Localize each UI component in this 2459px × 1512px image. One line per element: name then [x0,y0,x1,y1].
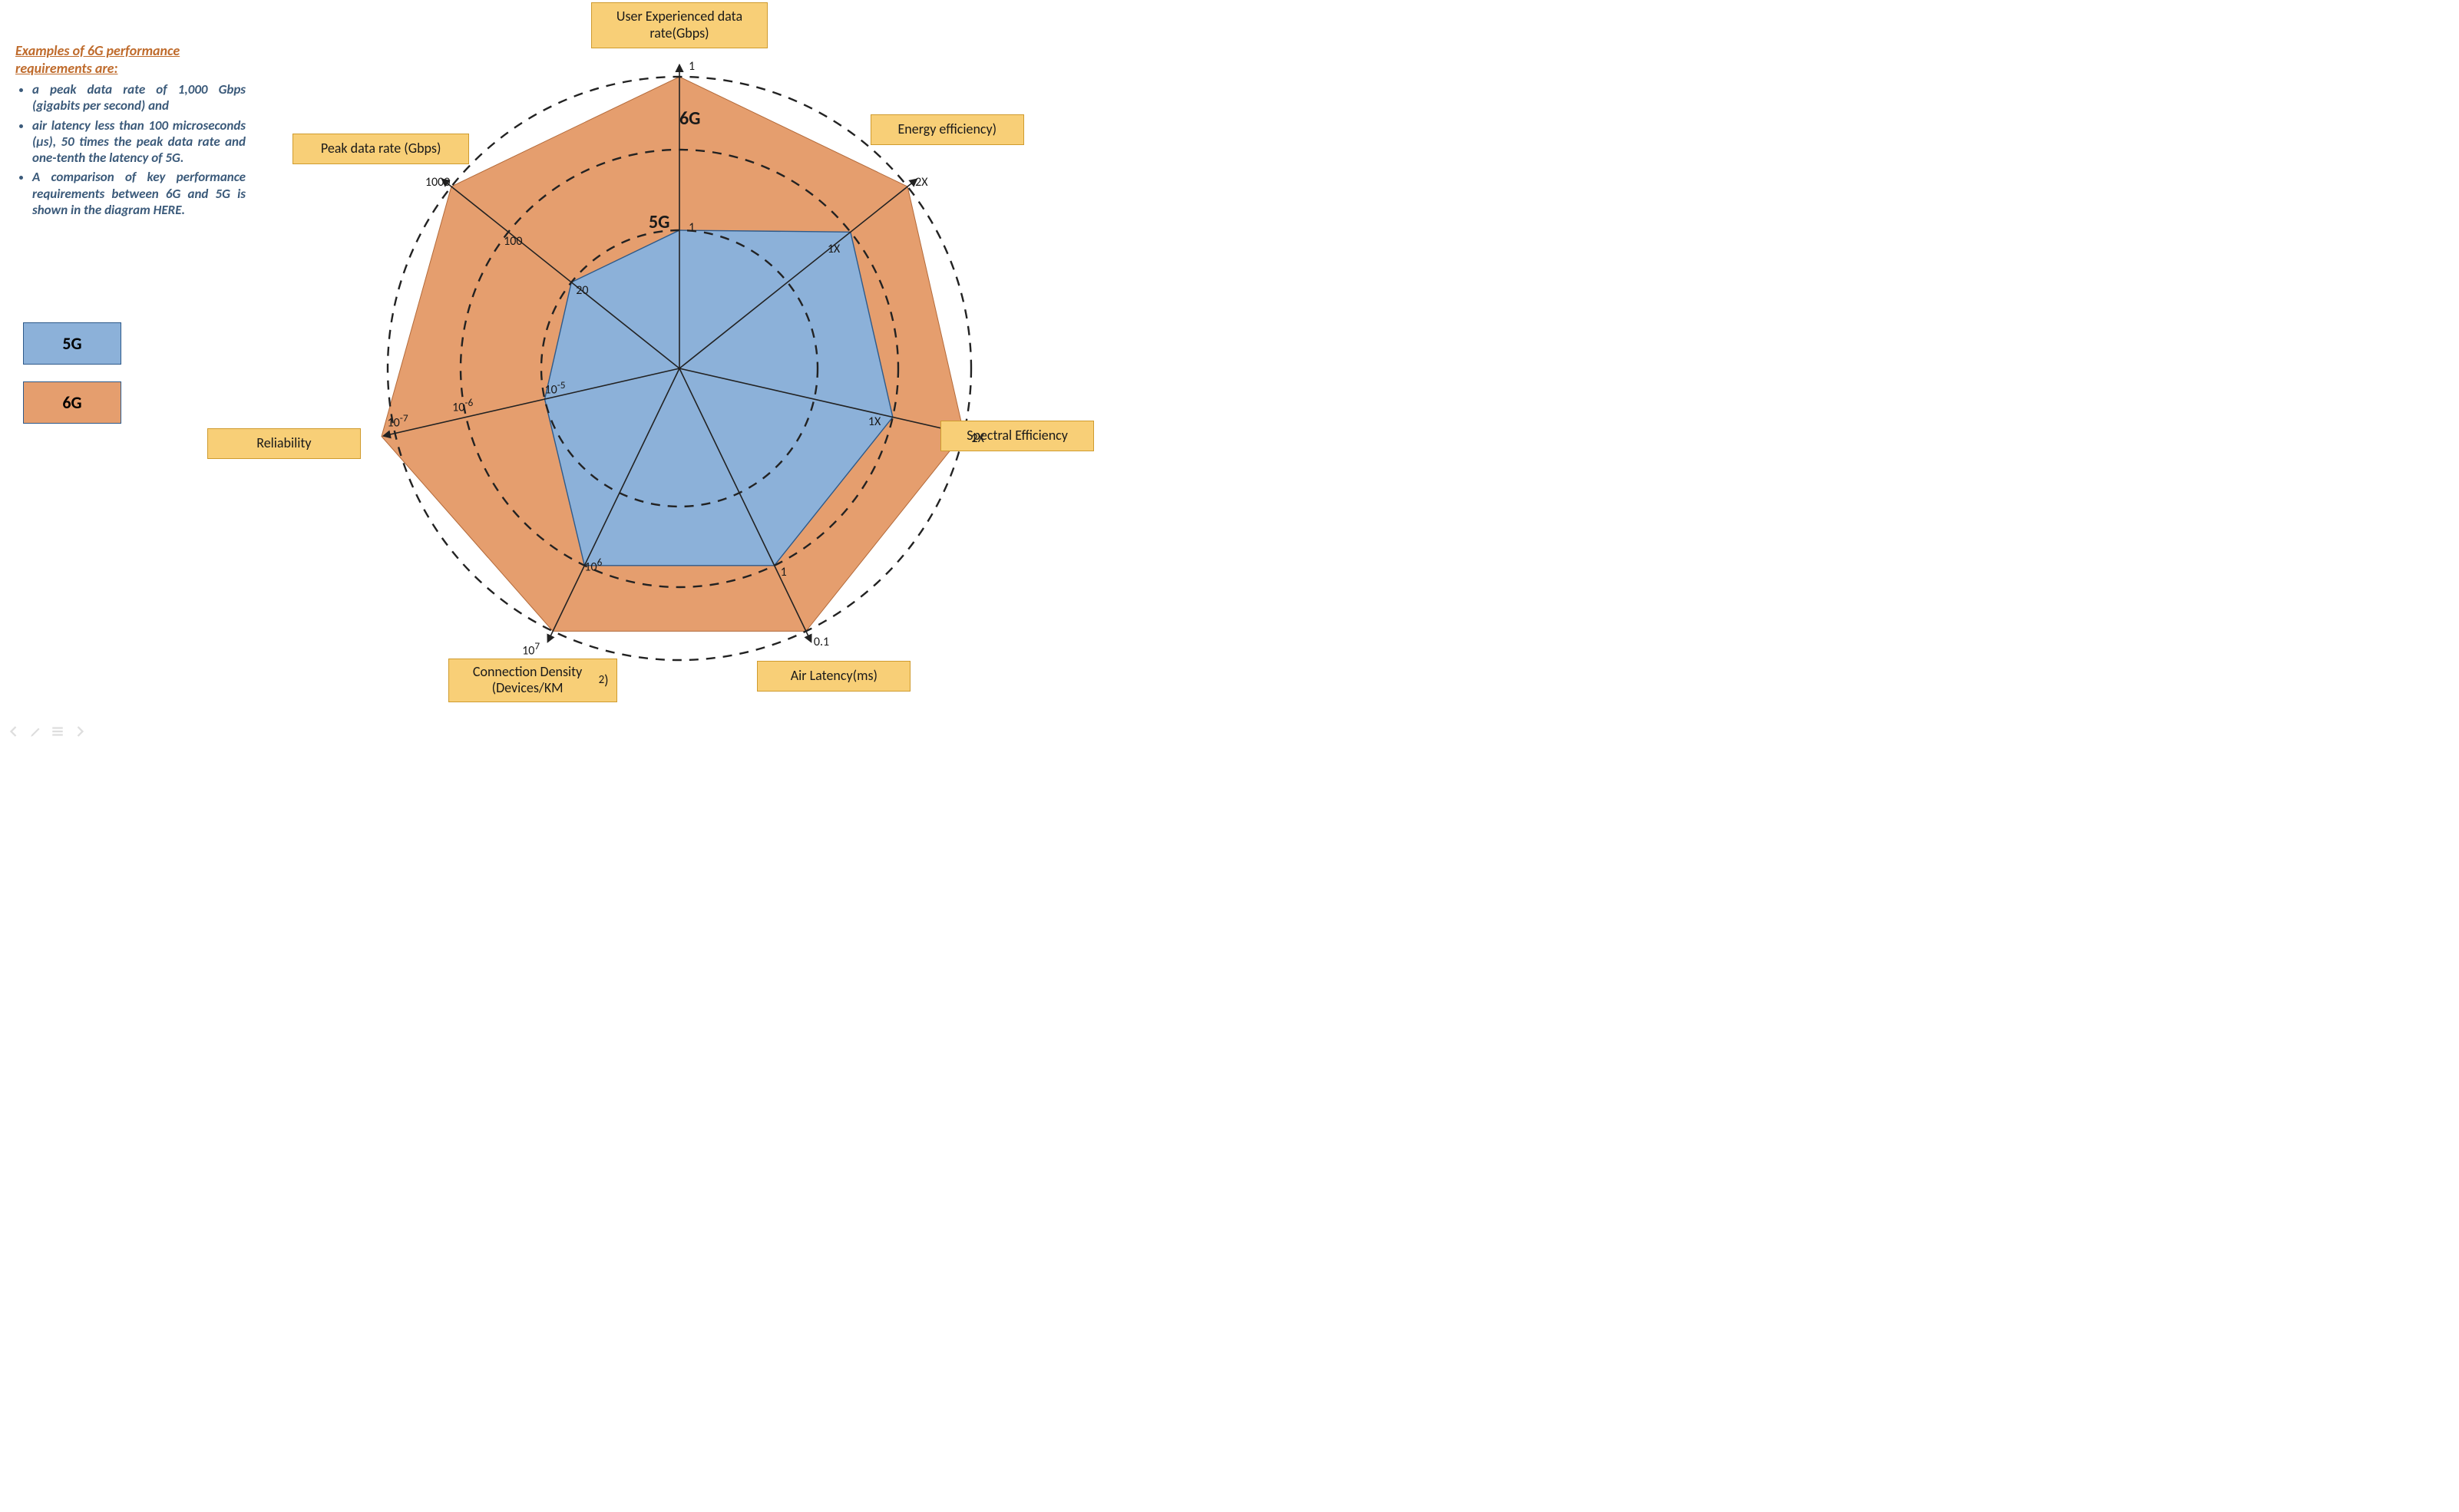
legend-swatch-6g: 6G [23,381,121,424]
description-list: a peak data rate of 1,000 Gbps (gigabits… [15,81,246,218]
bullet-item: a peak data rate of 1,000 Gbps (gigabits… [32,81,246,114]
slideshow-toolbar [8,725,86,738]
radar-chart: User Experienced data rate(Gbps)11Energy… [273,0,1117,741]
edit-icon[interactable] [29,725,43,738]
menu-icon[interactable] [51,725,64,738]
legend: 5G 6G [23,322,121,441]
legend-swatch-5g: 5G [23,322,121,365]
bullet-item: A comparison of key performance requirem… [32,169,246,218]
radar-svg [273,0,1117,737]
forward-icon[interactable] [72,725,86,738]
description-panel: Examples of 6G performance requirements … [15,42,246,221]
description-heading: Examples of 6G performance requirements … [15,42,246,77]
bullet-item: air latency less than 100 microseconds (… [32,117,246,167]
back-icon[interactable] [8,725,21,738]
page: Examples of 6G performance requirements … [0,0,1129,744]
